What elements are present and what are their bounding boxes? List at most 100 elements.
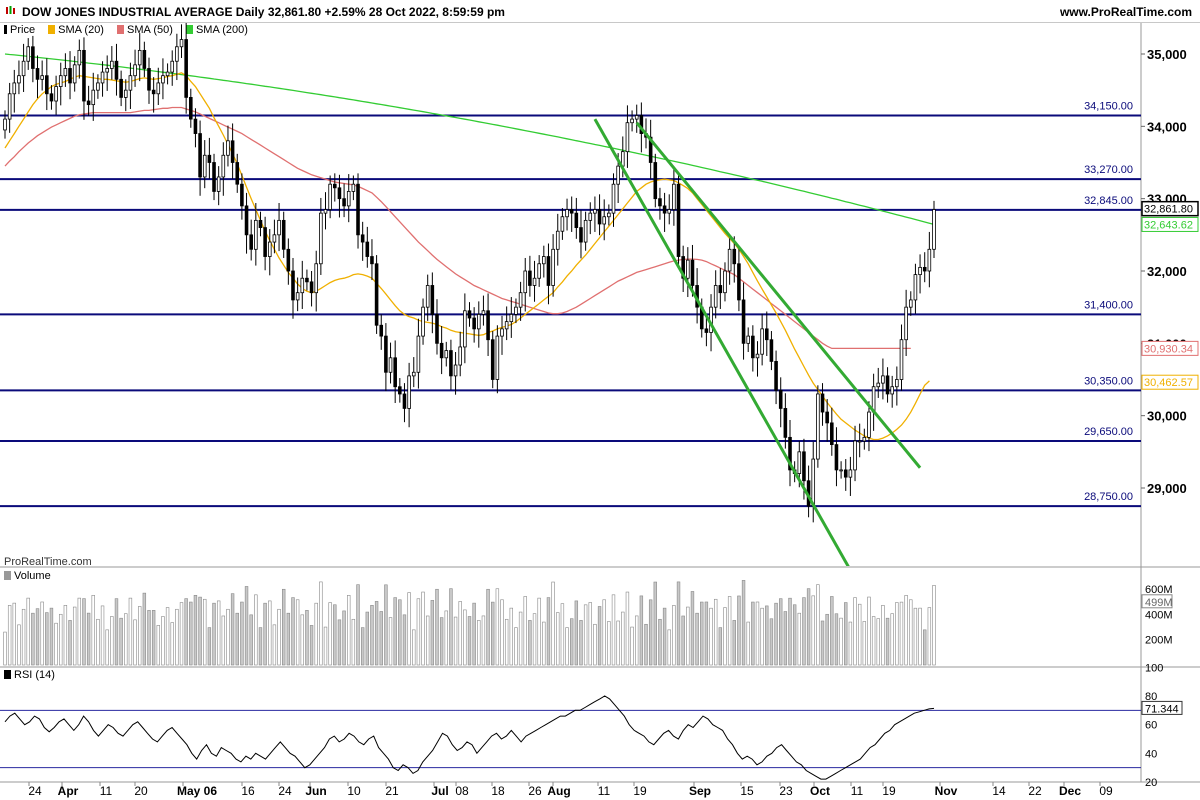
legend-item-price[interactable]: Price bbox=[4, 24, 35, 36]
candle-down bbox=[147, 68, 151, 91]
candle-up bbox=[727, 248, 732, 272]
volume-bar bbox=[430, 600, 435, 666]
candle-up bbox=[816, 393, 820, 460]
sma200-line bbox=[4, 53, 935, 226]
candle-up bbox=[300, 277, 305, 294]
volume-bar bbox=[537, 597, 541, 666]
level-label: 30,350.00 bbox=[1084, 375, 1133, 387]
volume-bar bbox=[49, 607, 54, 666]
candle-up bbox=[77, 49, 82, 66]
volume-bar bbox=[91, 595, 95, 666]
time-tick-label: 19 bbox=[633, 784, 647, 798]
price-tag-label: 32,643.62 bbox=[1144, 219, 1193, 231]
volume-bar bbox=[518, 611, 523, 666]
volume-bar bbox=[579, 620, 583, 666]
volume-legend[interactable]: Volume bbox=[4, 570, 51, 582]
candle-down bbox=[198, 133, 202, 178]
candle-up bbox=[848, 469, 853, 478]
candle-down bbox=[384, 335, 388, 373]
volume-bar bbox=[681, 615, 685, 666]
volume-bar bbox=[723, 607, 727, 666]
candle-up bbox=[161, 75, 165, 84]
candle-up bbox=[254, 219, 258, 250]
legend-item-sma50[interactable]: SMA (50) bbox=[117, 24, 173, 36]
volume-bar bbox=[384, 584, 388, 666]
time-tick-label: Aug bbox=[547, 784, 570, 798]
price-tag-label: 30,462.57 bbox=[1144, 377, 1193, 389]
volume-bar bbox=[923, 629, 927, 666]
candle-up bbox=[3, 118, 7, 131]
candle-down bbox=[737, 263, 741, 301]
candle-up bbox=[672, 183, 676, 210]
sma20-line bbox=[4, 72, 930, 441]
volume-bar bbox=[282, 588, 286, 666]
level-label: 29,650.00 bbox=[1084, 426, 1133, 438]
rsi-legend[interactable]: RSI (14) bbox=[4, 669, 55, 681]
rsi-tick-label: 100 bbox=[1145, 662, 1163, 674]
volume-bar bbox=[844, 602, 848, 666]
volume-bar bbox=[825, 613, 829, 666]
volume-bar bbox=[416, 598, 421, 666]
candle-up bbox=[179, 39, 184, 48]
volume-bar bbox=[319, 581, 323, 666]
legend-item-sma20[interactable]: SMA (20) bbox=[48, 24, 104, 36]
candle-up bbox=[416, 335, 421, 373]
volume-bar bbox=[788, 597, 792, 666]
volume-bar bbox=[337, 619, 342, 666]
candle-down bbox=[333, 183, 337, 189]
volume-bar bbox=[198, 596, 202, 666]
legend-swatch bbox=[185, 25, 193, 34]
volume-bar bbox=[509, 607, 513, 666]
candle-up bbox=[346, 191, 351, 207]
candle-down bbox=[142, 49, 147, 69]
candle-down bbox=[230, 140, 235, 163]
volume-bar bbox=[402, 614, 407, 666]
volume-bar bbox=[816, 584, 820, 666]
volume-bar bbox=[184, 598, 188, 666]
time-tick-label: May 06 bbox=[177, 784, 217, 798]
candle-down bbox=[764, 328, 769, 341]
volume-bar bbox=[226, 608, 230, 666]
candle-up bbox=[425, 285, 430, 308]
time-tick-label: 19 bbox=[882, 784, 896, 798]
volume-bar bbox=[648, 599, 653, 666]
site-url[interactable]: www.ProRealTime.com bbox=[1059, 5, 1192, 19]
candle-down bbox=[569, 209, 574, 214]
volume-bar bbox=[151, 610, 156, 666]
candle-up bbox=[857, 440, 862, 443]
legend-item-sma200[interactable]: SMA (200) bbox=[185, 24, 248, 36]
candle-up bbox=[226, 140, 230, 156]
volume-bar bbox=[477, 620, 481, 666]
price-tick-label: 30,000 bbox=[1147, 409, 1187, 424]
volume-bar bbox=[374, 601, 379, 666]
candle-up bbox=[123, 89, 128, 98]
volume-bar bbox=[124, 613, 128, 666]
volume-bar bbox=[305, 610, 309, 666]
volume-bar bbox=[602, 599, 606, 666]
candle-up bbox=[908, 299, 913, 308]
candle-up bbox=[867, 411, 871, 438]
level-label: 31,400.00 bbox=[1084, 299, 1133, 311]
candle-down bbox=[398, 386, 402, 395]
volume-bar bbox=[128, 597, 133, 666]
watermark: ProRealTime.com bbox=[4, 556, 92, 568]
volume-bar bbox=[774, 602, 778, 666]
candle-up bbox=[588, 212, 593, 221]
volume-bar bbox=[565, 627, 569, 666]
candle-up bbox=[388, 357, 393, 373]
candle-down bbox=[653, 162, 658, 200]
price-tick-label: 35,000 bbox=[1147, 47, 1187, 62]
candle-down bbox=[467, 310, 472, 319]
candle-up bbox=[96, 82, 100, 91]
volume-bar bbox=[542, 621, 546, 666]
candle-up bbox=[611, 183, 616, 214]
candle-up bbox=[904, 306, 908, 341]
candle-down bbox=[249, 234, 253, 250]
volume-bar bbox=[695, 612, 699, 666]
volume-bar bbox=[110, 616, 114, 666]
chart-header: DOW JONES INDUSTRIAL AVERAGE Daily 32,86… bbox=[0, 0, 1200, 23]
time-tick-label: 23 bbox=[779, 784, 793, 798]
volume-bar bbox=[792, 604, 797, 666]
candle-down bbox=[574, 212, 579, 228]
